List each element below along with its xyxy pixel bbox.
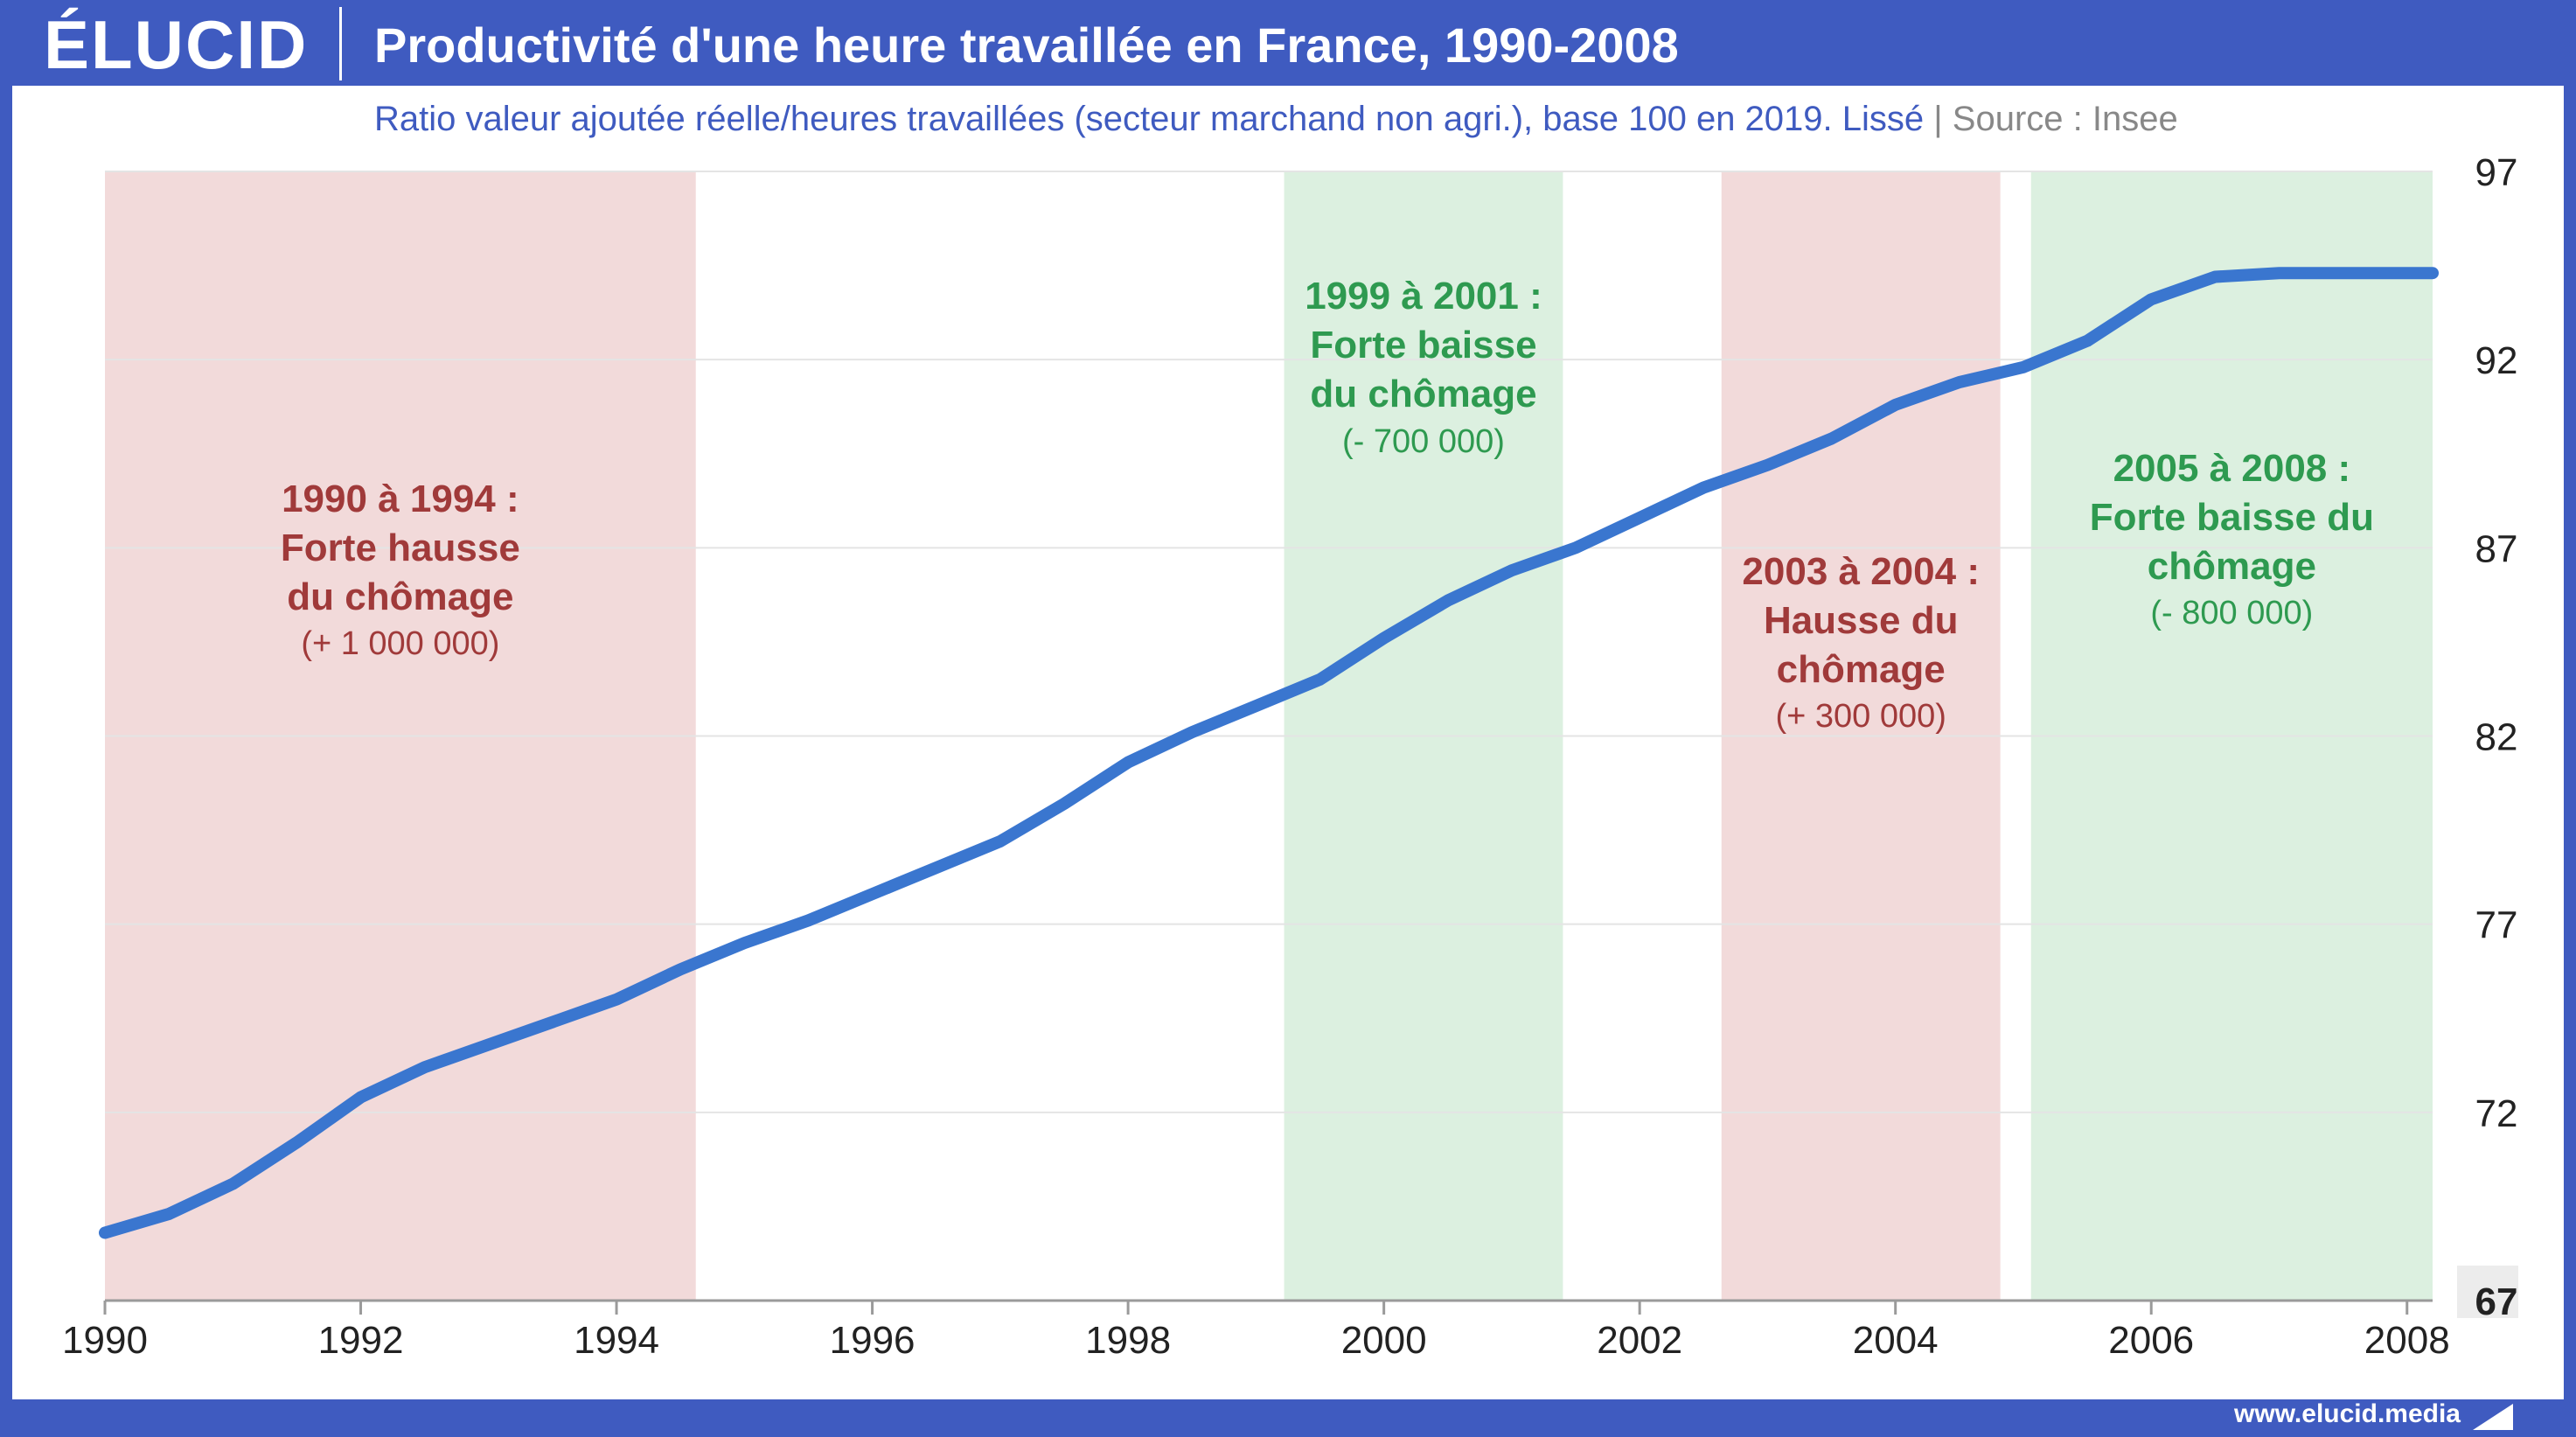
band-2-line2: du chômage	[1310, 373, 1536, 415]
band-3-line2: chômage	[1777, 648, 1946, 691]
xtick-1996: 1996	[830, 1319, 916, 1362]
subtitle-text: Ratio valeur ajoutée réelle/heures trava…	[374, 100, 1925, 138]
xtick-1994: 1994	[574, 1319, 659, 1362]
xtick-2002: 2002	[1597, 1319, 1682, 1362]
band-1-years: 1990 à 1994 :	[282, 478, 519, 520]
band-3-years: 2003 à 2004 :	[1742, 550, 1980, 593]
chart-subtitle: Ratio valeur ajoutée réelle/heures trava…	[374, 94, 2178, 143]
footer-url[interactable]: www.elucid.media	[2234, 1399, 2461, 1428]
ytick-92: 92	[2475, 339, 2518, 382]
ytick-67: 67	[2475, 1280, 2518, 1323]
source-label: Source : Insee	[1952, 100, 2178, 138]
brand-mark-icon	[2473, 1404, 2513, 1430]
band-3-delta: (+ 300 000)	[1775, 698, 1946, 735]
band-1-line2: du chômage	[287, 575, 513, 618]
ytick-box-67	[2457, 1266, 2518, 1318]
series-line	[99, 267, 2439, 1239]
elucid-logo[interactable]: ÉLUCID	[44, 6, 309, 83]
band-2-line1: Forte baisse	[1310, 324, 1536, 366]
xtick-2006: 2006	[2108, 1319, 2194, 1362]
xtick-1990: 1990	[62, 1319, 148, 1362]
xtick-2008: 2008	[2364, 1319, 2450, 1362]
ytick-77: 77	[2475, 904, 2518, 947]
xtick-2000: 2000	[1341, 1319, 1427, 1362]
header-divider	[339, 7, 342, 80]
axes: 97 92 87 82 77 72 67 1990 1992 1994 1996 1998 2000 20…	[62, 151, 2518, 1362]
ytick-87: 87	[2475, 527, 2518, 570]
series-layer	[99, 267, 2439, 1239]
band-4-years: 2005 à 2008 :	[2113, 447, 2351, 490]
ytick-82: 82	[2475, 716, 2518, 759]
chart-title: Productivité d'une heure travaillée en F…	[374, 17, 1679, 73]
xtick-2004: 2004	[1853, 1319, 1939, 1362]
band-annotations: 1990 à 1994 : Forte hausse du chômage (+ 1 …	[281, 275, 2374, 735]
band-4-delta: (- 800 000)	[2150, 595, 2313, 631]
ytick-97: 97	[2475, 151, 2518, 194]
band-1-line1: Forte hausse	[281, 527, 520, 569]
band-3-line1: Hausse du	[1764, 599, 1959, 642]
band-4-line2: chômage	[2148, 545, 2316, 588]
band-4-line1: Forte baisse du	[2090, 496, 2374, 539]
xtick-1992: 1992	[318, 1319, 404, 1362]
subtitle-separator: |	[1933, 100, 1943, 138]
xtick-1998: 1998	[1085, 1319, 1171, 1362]
band-1-delta: (+ 1 000 000)	[301, 625, 499, 662]
band-2-delta: (- 700 000)	[1342, 423, 1505, 460]
ytick-72: 72	[2475, 1092, 2518, 1135]
header-bar: ÉLUCID Productivité d'une heure travaill…	[0, 0, 2576, 86]
band-2-years: 1999 à 2001 :	[1305, 275, 1542, 317]
